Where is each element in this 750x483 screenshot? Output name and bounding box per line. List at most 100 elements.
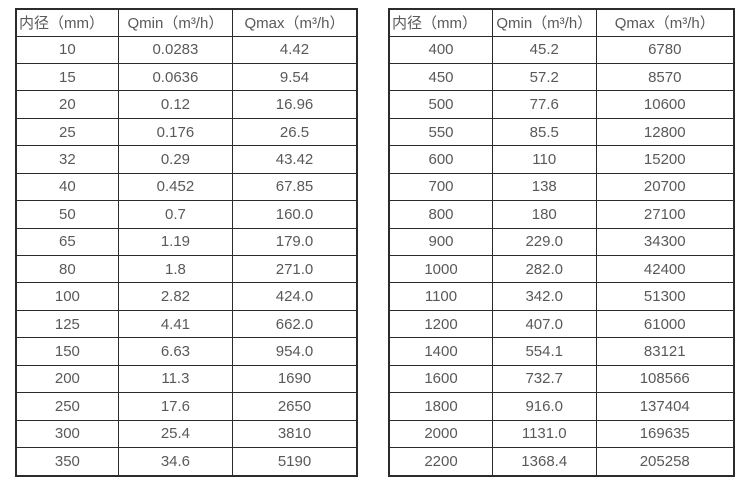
cell-diameter: 700 bbox=[388, 172, 493, 202]
table-row: 500 77.6 10600 bbox=[388, 90, 735, 119]
cell-qmin: 17.6 bbox=[117, 392, 234, 421]
cell-diameter: 150 bbox=[15, 337, 119, 366]
table-row: 32 0.29 43.42 bbox=[15, 145, 358, 174]
cell-qmax: 662.0 bbox=[232, 309, 358, 339]
table-row: 50 0.7 160.0 bbox=[15, 200, 358, 229]
cell-qmax: 9.54 bbox=[232, 62, 358, 92]
cell-qmax: 16.96 bbox=[232, 90, 358, 119]
cell-qmin: 180 bbox=[492, 200, 597, 229]
cell-qmax: 108566 bbox=[595, 364, 735, 394]
cell-diameter: 40 bbox=[15, 172, 119, 202]
cell-diameter: 200 bbox=[15, 364, 119, 394]
cell-qmax: 34300 bbox=[595, 227, 735, 257]
cell-diameter: 1400 bbox=[388, 337, 493, 366]
cell-diameter: 350 bbox=[15, 447, 119, 477]
cell-qmax: 20700 bbox=[595, 172, 735, 202]
table-body: 10 0.0283 4.42 15 0.0636 9.54 20 0.12 16.96 25 0.1… bbox=[15, 35, 358, 477]
table-row: 100 2.82 424.0 bbox=[15, 282, 358, 311]
table-row: 1100 342.0 51300 bbox=[388, 282, 735, 311]
cell-diameter: 20 bbox=[15, 90, 119, 119]
cell-qmin: 110 bbox=[492, 145, 597, 174]
cell-diameter: 250 bbox=[15, 392, 119, 421]
cell-qmax: 954.0 bbox=[232, 337, 358, 366]
table-row: 150 6.63 954.0 bbox=[15, 337, 358, 366]
cell-qmin: 554.1 bbox=[492, 337, 597, 366]
cell-qmin: 85.5 bbox=[492, 117, 597, 147]
cell-diameter: 2200 bbox=[388, 447, 493, 477]
cell-diameter: 900 bbox=[388, 227, 493, 257]
cell-qmin: 6.63 bbox=[117, 337, 234, 366]
cell-diameter: 65 bbox=[15, 227, 119, 257]
cell-diameter: 1100 bbox=[388, 282, 493, 311]
table-row: 10 0.0283 4.42 bbox=[15, 35, 358, 64]
cell-qmin: 1368.4 bbox=[492, 447, 597, 477]
cell-qmin: 0.7 bbox=[117, 200, 234, 229]
column-header-qmin: Qmin（m³/h） bbox=[492, 8, 597, 37]
header-row: 内径（mm） Qmin（m³/h） Qmax（m³/h） bbox=[15, 8, 358, 37]
cell-qmax: 43.42 bbox=[232, 145, 358, 174]
cell-qmax: 4.42 bbox=[232, 35, 358, 64]
cell-qmin: 11.3 bbox=[117, 364, 234, 394]
column-header-qmax: Qmax（m³/h） bbox=[232, 8, 358, 37]
cell-qmax: 6780 bbox=[595, 35, 735, 64]
cell-qmin: 1.8 bbox=[117, 254, 234, 284]
table-row: 1200 407.0 61000 bbox=[388, 309, 735, 339]
column-header-qmin: Qmin（m³/h） bbox=[117, 8, 234, 37]
cell-qmax: 61000 bbox=[595, 309, 735, 339]
cell-diameter: 50 bbox=[15, 200, 119, 229]
table-body: 400 45.2 6780 450 57.2 8570 500 77.6 10600 550 85.… bbox=[388, 35, 735, 477]
cell-diameter: 10 bbox=[15, 35, 119, 64]
table-row: 450 57.2 8570 bbox=[388, 62, 735, 92]
cell-qmin: 1131.0 bbox=[492, 419, 597, 449]
cell-qmin: 0.176 bbox=[117, 117, 234, 147]
table-row: 40 0.452 67.85 bbox=[15, 172, 358, 202]
cell-diameter: 100 bbox=[15, 282, 119, 311]
cell-qmax: 67.85 bbox=[232, 172, 358, 202]
cell-diameter: 125 bbox=[15, 309, 119, 339]
table-row: 1400 554.1 83121 bbox=[388, 337, 735, 366]
column-header-qmax: Qmax（m³/h） bbox=[595, 8, 735, 37]
table-row: 65 1.19 179.0 bbox=[15, 227, 358, 257]
cell-qmin: 229.0 bbox=[492, 227, 597, 257]
cell-diameter: 1000 bbox=[388, 254, 493, 284]
cell-diameter: 500 bbox=[388, 90, 493, 119]
cell-qmin: 25.4 bbox=[117, 419, 234, 449]
column-header-diameter: 内径（mm） bbox=[388, 8, 493, 37]
cell-qmax: 271.0 bbox=[232, 254, 358, 284]
table-row: 125 4.41 662.0 bbox=[15, 309, 358, 339]
cell-diameter: 400 bbox=[388, 35, 493, 64]
cell-qmin: 0.452 bbox=[117, 172, 234, 202]
cell-qmin: 4.41 bbox=[117, 309, 234, 339]
flow-table-large-diameters: 内径（mm） Qmin（m³/h） Qmax（m³/h） 400 45.2 6780… bbox=[388, 8, 735, 477]
cell-qmin: 407.0 bbox=[492, 309, 597, 339]
header-row: 内径（mm） Qmin（m³/h） Qmax（m³/h） bbox=[388, 8, 735, 37]
cell-qmin: 0.0283 bbox=[117, 35, 234, 64]
cell-qmin: 0.29 bbox=[117, 145, 234, 174]
table-row: 800 180 27100 bbox=[388, 200, 735, 229]
table-row: 1000 282.0 42400 bbox=[388, 254, 735, 284]
cell-qmax: 27100 bbox=[595, 200, 735, 229]
cell-qmax: 3810 bbox=[232, 419, 358, 449]
cell-qmax: 42400 bbox=[595, 254, 735, 284]
cell-qmin: 282.0 bbox=[492, 254, 597, 284]
cell-qmin: 138 bbox=[492, 172, 597, 202]
table-row: 400 45.2 6780 bbox=[388, 35, 735, 64]
cell-qmin: 1.19 bbox=[117, 227, 234, 257]
table-row: 2200 1368.4 205258 bbox=[388, 447, 735, 477]
cell-diameter: 800 bbox=[388, 200, 493, 229]
cell-qmax: 83121 bbox=[595, 337, 735, 366]
table-row: 250 17.6 2650 bbox=[15, 392, 358, 421]
cell-qmin: 57.2 bbox=[492, 62, 597, 92]
cell-qmax: 160.0 bbox=[232, 200, 358, 229]
table-header: 内径（mm） Qmin（m³/h） Qmax（m³/h） bbox=[388, 8, 735, 37]
cell-qmin: 0.12 bbox=[117, 90, 234, 119]
table-row: 350 34.6 5190 bbox=[15, 447, 358, 477]
table-row: 2000 1131.0 169635 bbox=[388, 419, 735, 449]
cell-diameter: 600 bbox=[388, 145, 493, 174]
cell-qmax: 12800 bbox=[595, 117, 735, 147]
cell-qmin: 732.7 bbox=[492, 364, 597, 394]
table-row: 600 110 15200 bbox=[388, 145, 735, 174]
cell-qmax: 8570 bbox=[595, 62, 735, 92]
table-row: 20 0.12 16.96 bbox=[15, 90, 358, 119]
